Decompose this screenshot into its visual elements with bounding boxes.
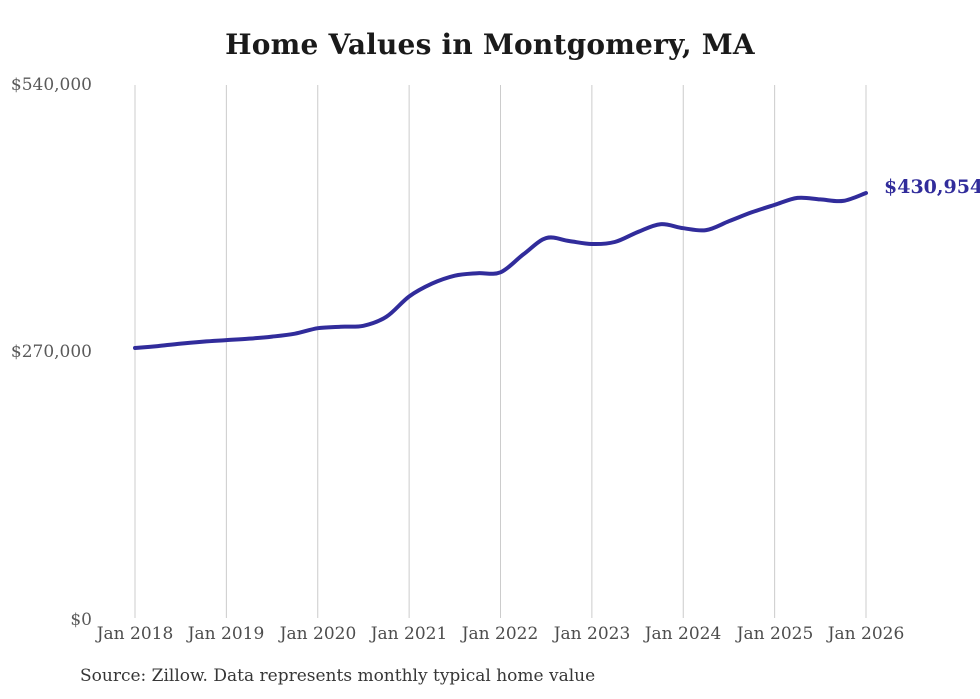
source-attribution: Source: Zillow. Data represents monthly … — [80, 666, 596, 686]
y-tick-label: $270,000 — [10, 342, 92, 362]
x-tick-label: Jan 2026 — [827, 624, 905, 644]
x-tick-label: Jan 2024 — [644, 624, 722, 644]
y-tick-label: $0 — [70, 610, 92, 630]
x-tick-label: Jan 2023 — [553, 624, 631, 644]
x-tick-label: Jan 2021 — [370, 624, 448, 644]
x-tick-label: Jan 2022 — [461, 624, 539, 644]
x-tick-label: Jan 2020 — [279, 624, 357, 644]
home-value-line — [133, 191, 868, 350]
current-value-label: $430,954 — [884, 176, 980, 198]
x-tick-label: Jan 2019 — [187, 624, 265, 644]
y-tick-label: $540,000 — [10, 75, 92, 95]
x-tick-label: Jan 2018 — [96, 624, 174, 644]
chart-title: Home Values in Montgomery, MA — [225, 28, 755, 61]
x-tick-label: Jan 2025 — [736, 624, 814, 644]
